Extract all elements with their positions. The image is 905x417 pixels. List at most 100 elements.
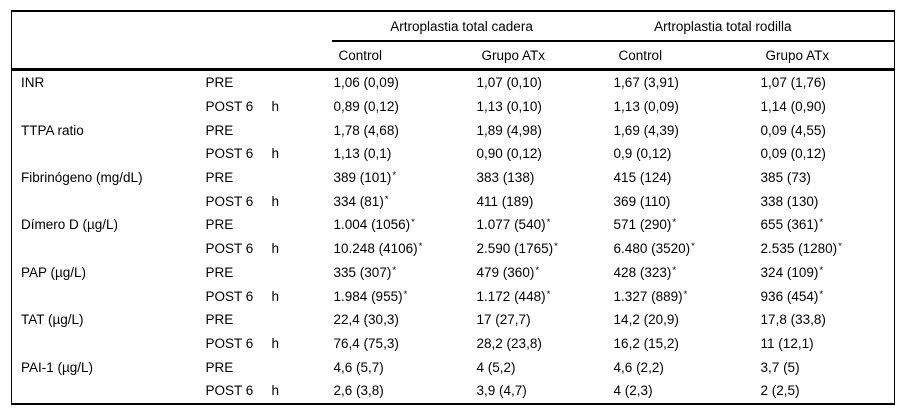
value-cell: 1.172 (448)* xyxy=(476,288,551,304)
value-cell: 411 (189) xyxy=(476,193,534,209)
value-cell: 10.248 (4106)* xyxy=(333,241,423,257)
table-row: POST 6 h 10.248 (4106)* 2.590 (1765)* 6.480 … xyxy=(12,237,895,261)
value-cell: 17,8 (33,8) xyxy=(760,312,826,328)
parameter-cell: INR xyxy=(21,75,45,91)
time-cell: POST 6 xyxy=(205,288,254,304)
time-cell: POST 6 xyxy=(205,99,254,115)
value-cell: 334 (81)* xyxy=(333,193,389,209)
significance-asterisk: * xyxy=(546,217,551,229)
hour-cell xyxy=(272,308,332,332)
value-cell: 6.480 (3520)* xyxy=(613,241,695,257)
significance-asterisk: * xyxy=(384,193,389,205)
hour-cell: h xyxy=(271,146,280,162)
significance-asterisk: * xyxy=(546,288,551,300)
hour-cell: h xyxy=(271,193,280,209)
parameter-cell xyxy=(12,189,206,213)
group-header-row: Artroplastia total cadera Artroplastia t… xyxy=(11,10,895,42)
value-cell: 1,78 (4,68) xyxy=(333,122,399,138)
time-cell: POST 6 xyxy=(205,335,254,351)
value-cell: 369 (110) xyxy=(613,193,671,209)
hour-cell xyxy=(272,166,332,190)
significance-asterisk: * xyxy=(411,217,415,229)
significance-asterisk: * xyxy=(819,217,824,229)
value-cell: 389 (101)* xyxy=(333,170,397,186)
significance-asterisk: * xyxy=(691,241,695,253)
col-header-atx-cadera: Grupo ATx xyxy=(474,41,612,71)
value-cell: 4 (2,3) xyxy=(611,378,759,405)
value-cell: 0,09 (0,12) xyxy=(760,146,826,162)
table-row: POST 6 h 0,89 (0,12) 1,13 (0,10) 1,13 (0,09)… xyxy=(12,95,895,119)
col-header-control-rodilla: Control xyxy=(611,41,759,71)
sub-header-row: Control Grupo ATx Control Grupo ATx xyxy=(11,41,895,71)
value-cell: 428 (323)* xyxy=(613,264,677,280)
parameter-cell: PAI-1 (µg/L) xyxy=(21,359,94,375)
significance-asterisk: * xyxy=(392,170,397,182)
value-cell: 1.327 (889)* xyxy=(613,288,688,304)
value-cell: 335 (307)* xyxy=(333,264,397,280)
value-cell: 1,67 (3,91) xyxy=(613,75,679,91)
value-cell: 4 (5,2) xyxy=(476,359,516,375)
time-cell: PRE xyxy=(205,170,234,186)
hour-cell xyxy=(272,118,332,142)
table-row: POST 6 h 76,4 (75,3) 28,2 (23,8) 16,2 (15,2)… xyxy=(12,332,895,356)
hour-cell xyxy=(272,213,332,237)
value-cell: 479 (360)* xyxy=(476,264,540,280)
table-row: POST 6 h 1.984 (955)* 1.172 (448)* 1.327 (88… xyxy=(12,284,895,308)
time-cell: POST 6 xyxy=(205,146,254,162)
significance-asterisk: * xyxy=(819,288,824,300)
significance-asterisk: * xyxy=(554,241,558,253)
value-cell: 415 (124) xyxy=(613,170,672,186)
value-cell: 11 (12,1) xyxy=(760,335,814,351)
parameter-cell xyxy=(12,95,206,119)
table-row: POST 6 h 2,6 (3,8) 3,9 (4,7) 4 (2,3) 2 (2,5) xyxy=(11,378,895,405)
significance-asterisk: * xyxy=(838,241,842,253)
value-cell: 0,09 (4,55) xyxy=(760,122,826,138)
parameter-cell: Dímero D (µg/L) xyxy=(21,217,119,233)
hour-cell: h xyxy=(271,378,332,405)
value-cell: 1.004 (1056)* xyxy=(333,217,415,233)
results-table: Artroplastia total cadera Artroplastia t… xyxy=(11,10,896,405)
time-cell: PRE xyxy=(205,217,234,233)
table-row: TAT (µg/L) PRE 22,4 (30,3) 17 (27,7) 14,2 (2… xyxy=(12,308,895,332)
significance-asterisk: * xyxy=(672,217,677,229)
value-cell: 76,4 (75,3) xyxy=(333,335,399,351)
value-cell: 4,6 (5,7) xyxy=(333,359,384,375)
value-cell: 571 (290)* xyxy=(613,217,677,233)
time-cell: POST 6 xyxy=(205,193,254,209)
col-header-atx-rodilla: Grupo ATx xyxy=(758,41,895,71)
value-cell: 0,90 (0,12) xyxy=(476,146,542,162)
value-cell: 3,9 (4,7) xyxy=(474,378,612,405)
value-cell: 936 (454)* xyxy=(760,288,824,304)
parameter-cell xyxy=(12,142,206,166)
value-cell: 1,13 (0,09) xyxy=(613,99,679,115)
value-cell: 1,13 (0,10) xyxy=(476,99,542,115)
col-header-control-cadera: Control xyxy=(331,41,475,71)
parameter-cell xyxy=(11,378,206,405)
significance-asterisk: * xyxy=(683,288,688,300)
value-cell: 1,07 (0,10) xyxy=(476,75,542,91)
table-row: PAI-1 (µg/L) PRE 4,6 (5,7) 4 (5,2) 4,6 (2,2)… xyxy=(12,355,895,379)
table-row: PAP (µg/L) PRE 335 (307)* 479 (360)* 428 (32… xyxy=(12,261,895,285)
value-cell: 2.535 (1280)* xyxy=(760,241,842,257)
header-stub xyxy=(11,41,332,71)
time-cell: PRE xyxy=(205,312,234,328)
time-cell: PRE xyxy=(205,359,234,375)
value-cell: 22,4 (30,3) xyxy=(333,312,399,328)
value-cell: 14,2 (20,9) xyxy=(613,312,679,328)
parameter-cell xyxy=(12,332,206,356)
value-cell: 1.077 (540)* xyxy=(476,217,551,233)
hour-cell: h xyxy=(271,288,280,304)
hour-cell: h xyxy=(271,99,280,115)
parameter-cell xyxy=(12,284,206,308)
value-cell: 1,69 (4,39) xyxy=(613,122,679,138)
hour-cell xyxy=(272,261,332,285)
significance-asterisk: * xyxy=(535,264,540,276)
value-cell: 3,7 (5) xyxy=(760,359,800,375)
parameter-cell: Fibrinógeno (mg/dL) xyxy=(21,170,143,186)
value-cell: 1,06 (0,09) xyxy=(333,75,399,91)
value-cell: 2,6 (3,8) xyxy=(331,378,475,405)
parameter-cell: TAT (µg/L) xyxy=(21,312,84,328)
value-cell: 2 (2,5) xyxy=(758,378,895,405)
time-cell: POST 6 xyxy=(205,241,254,257)
value-cell: 1,89 (4,98) xyxy=(476,122,542,138)
